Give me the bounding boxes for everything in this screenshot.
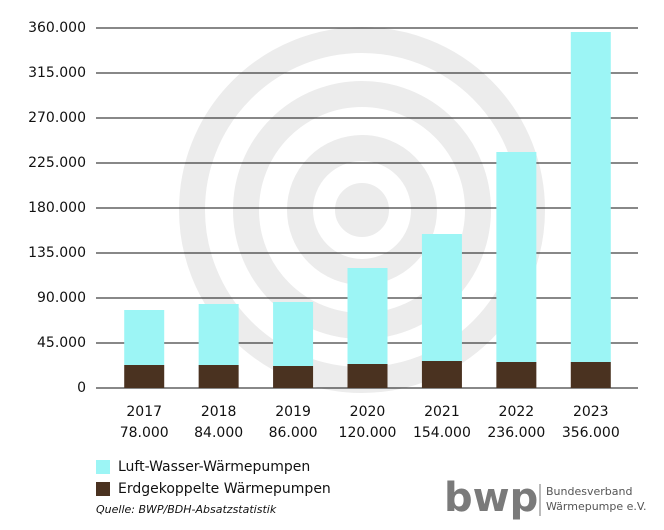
logo-mark: bwp (444, 475, 538, 521)
total-label: 84.000 (194, 425, 243, 441)
bar-segment (570, 362, 611, 388)
legend-label: Luft-Wasser-Wärmepumpen (118, 459, 310, 475)
bar-segment (421, 234, 462, 361)
logo-line1: Bundesverband (546, 485, 632, 498)
x-tick-label: 2019 (275, 404, 311, 420)
total-label: 86.000 (269, 425, 318, 441)
bar-segment (496, 362, 537, 388)
bar-segment (124, 365, 165, 388)
y-tick-label: 360.000 (28, 20, 86, 36)
bar-segment (198, 304, 239, 365)
bar-segment (421, 361, 462, 388)
y-tick-label: 180.000 (28, 200, 86, 216)
source: Quelle: BWP/BDH-Absatzstatistik (96, 503, 277, 516)
logo-line2: Wärmepumpe e.V. (546, 500, 647, 513)
bar-segment (347, 364, 388, 388)
bar-segment (347, 268, 388, 364)
bar-segment (124, 310, 165, 365)
total-label: 78.000 (120, 425, 169, 441)
y-tick-label: 0 (77, 380, 86, 396)
legend-swatch (96, 460, 110, 474)
y-tick-label: 45.000 (37, 335, 86, 351)
bar-segment (273, 366, 314, 388)
legend-swatch (96, 482, 110, 496)
y-tick-label: 270.000 (28, 110, 86, 126)
total-label: 154.000 (413, 425, 471, 441)
total-label: 236.000 (487, 425, 545, 441)
y-tick-label: 315.000 (28, 65, 86, 81)
bar-segment (496, 152, 537, 362)
y-tick-label: 225.000 (28, 155, 86, 171)
bar-segment (570, 32, 611, 362)
x-tick-label: 2021 (424, 404, 460, 420)
x-tick-label: 2018 (201, 404, 237, 420)
total-label: 356.000 (562, 425, 620, 441)
total-label: 120.000 (339, 425, 397, 441)
x-tick-label: 2022 (499, 404, 535, 420)
x-tick-label: 2023 (573, 404, 609, 420)
legend-label: Erdgekoppelte Wärmepumpen (118, 481, 331, 497)
bar-segment (198, 365, 239, 388)
x-tick-label: 2020 (350, 404, 386, 420)
x-tick-label: 2017 (126, 404, 162, 420)
y-tick-label: 135.000 (28, 245, 86, 261)
bar-segment (273, 302, 314, 366)
y-tick-label: 90.000 (37, 290, 86, 306)
